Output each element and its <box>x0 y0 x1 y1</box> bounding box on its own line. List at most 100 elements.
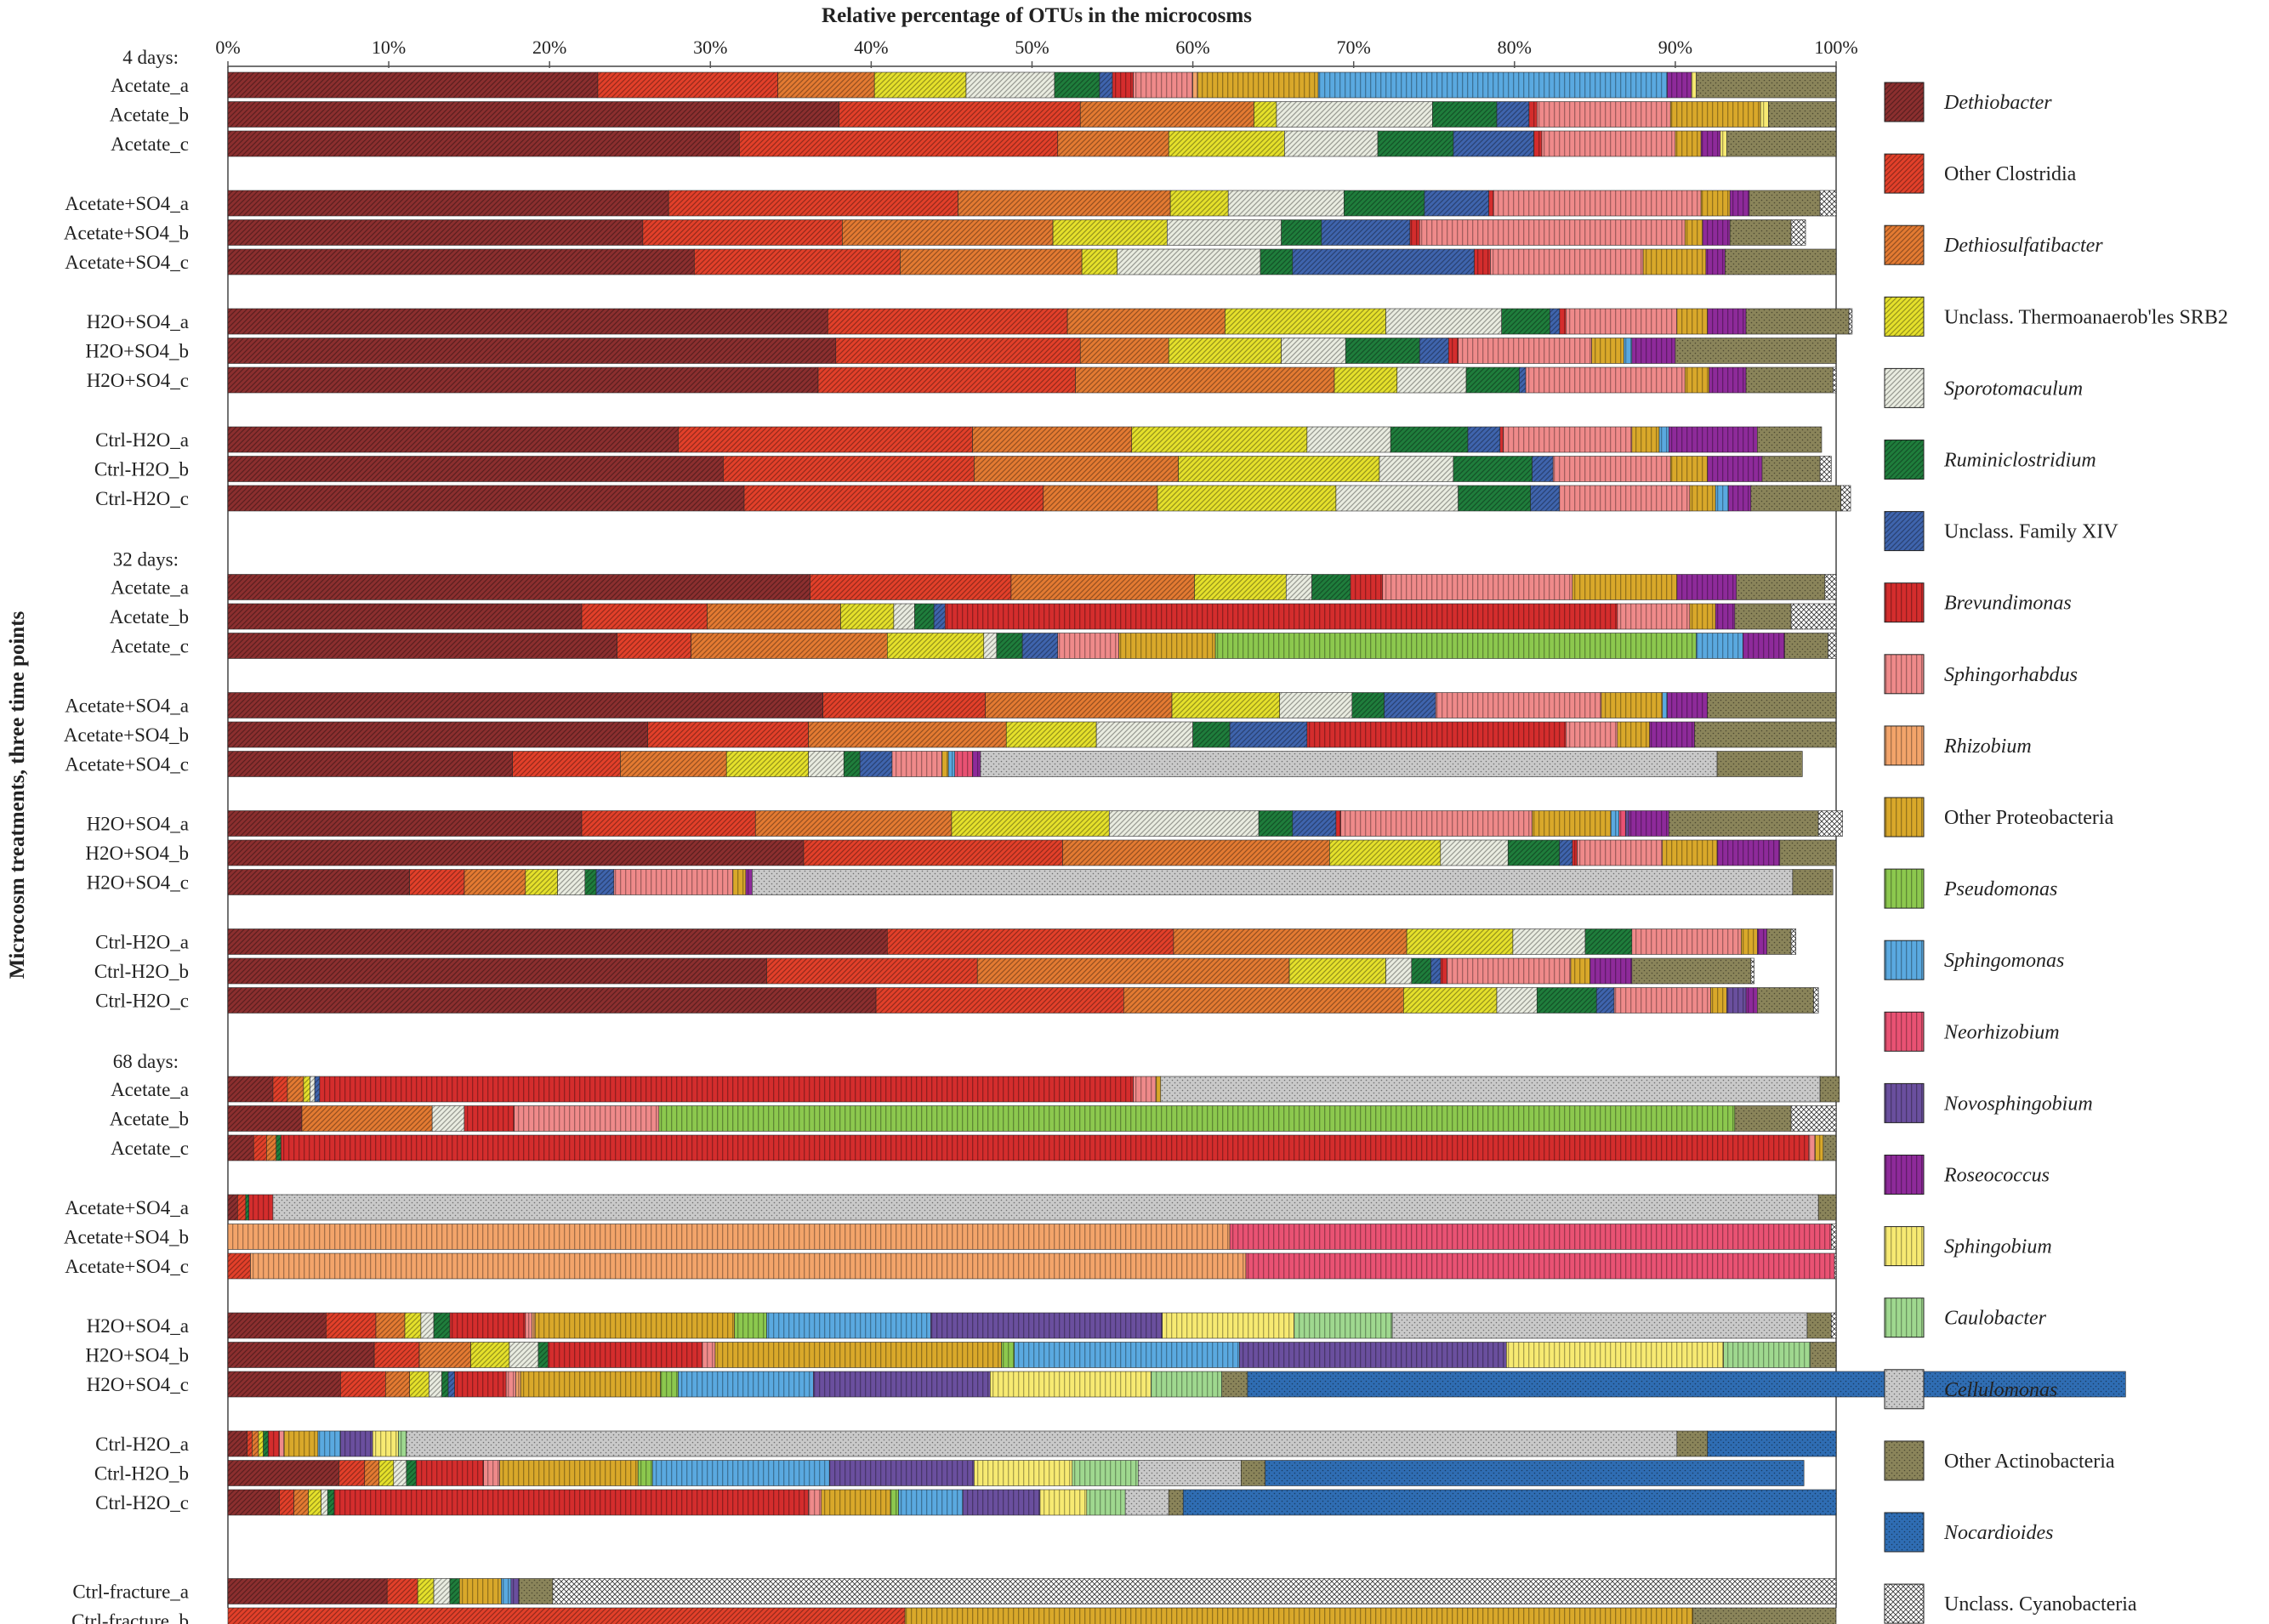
legend-swatch-caulobacter <box>1884 1297 1925 1338</box>
bar-segment-unclass-family-xiv <box>1229 721 1308 748</box>
bar-segment-dethiobacter <box>227 130 740 157</box>
bar-segment-cellulomonas <box>1160 1076 1821 1103</box>
sample-label: Acetate_b <box>110 105 189 126</box>
bar-segment-unclass-family-xiv <box>1321 219 1411 246</box>
bar-segment-other-actinobacteria <box>1766 928 1792 955</box>
bar-segment-unclass-cyanobacteria <box>1834 1252 1837 1280</box>
bar-segment-sporotomaculum <box>431 1105 465 1132</box>
bar-segment-sporotomaculum <box>1512 928 1586 955</box>
bar-segment-roseococcus <box>1628 810 1669 837</box>
sample-label: Acetate+SO4_c <box>65 754 189 775</box>
bar-segment-other-clostridia <box>678 426 973 453</box>
bar-segment-other-actinobacteria <box>1736 574 1826 600</box>
sample-label: Ctrl-H2O_c <box>95 488 189 509</box>
bar-segment-sporotomaculum <box>1396 366 1467 394</box>
bar-segment-sphingorhabdus <box>808 1489 822 1516</box>
bar-segment-roseococcus <box>1702 219 1731 246</box>
bar-segment-dethiobacter <box>227 1578 388 1604</box>
sample-label: H2O+SO4_a <box>87 814 189 835</box>
bar-segment-sphingorhabdus <box>1503 426 1633 453</box>
bar-segment-unclass-thermoanaerob-les-srb2 <box>1406 928 1514 955</box>
legend-label-ruminiclostridium: Ruminiclostridium <box>1943 450 2096 472</box>
bar-segment-ruminiclostridium <box>1054 71 1100 99</box>
bar-segment-neorhizobium <box>1229 1224 1832 1250</box>
bar-segment-brevundimonas <box>1488 190 1494 217</box>
bar-segment-sphingomonas <box>651 1460 830 1486</box>
legend: Dethiobacter Other Clostridia Dethiosulfat… <box>1884 82 2228 1624</box>
bar-segment-other-clostridia <box>723 456 975 482</box>
bar-segment-other-actinobacteria <box>1707 692 1837 718</box>
bar-segment-roseococcus <box>1729 190 1750 217</box>
bar-segment-sphingorhabdus <box>1566 721 1618 748</box>
bar-segment-sphingomonas <box>501 1578 512 1604</box>
bar-segment-dethiobacter <box>227 928 888 955</box>
bar-segment-dethiosulfatibacter <box>1173 928 1407 955</box>
legend-swatch-sphingorhabdus <box>1884 654 1925 695</box>
bar-segment-other-clostridia <box>247 1430 253 1457</box>
bar-segment-sphingorhabdus <box>514 1105 660 1132</box>
bar-segment-dethiobacter <box>227 721 648 748</box>
bar-segment-dethiosulfatibacter <box>463 869 526 895</box>
bar-segment-dethiosulfatibacter <box>900 248 1083 275</box>
bar-segment-other-clostridia <box>647 721 809 748</box>
bar-segment-other-clostridia <box>827 308 1068 335</box>
bar-segment-ruminiclostridium <box>1260 248 1294 275</box>
bar-segment-unclass-thermoanaerob-les-srb2 <box>1288 957 1386 985</box>
legend-label-novosphingobium: Novosphingobium <box>1943 1093 2093 1115</box>
bar-segment-sphingorhabdus <box>525 1312 532 1339</box>
bar-segment-sphingorhabdus <box>1490 248 1644 275</box>
bar-segment-unclass-thermoanaerob-les-srb2 <box>1334 366 1398 394</box>
row-labels: 4 days: Acetate_a Acetate_b Acetate_c Acetat… <box>64 47 189 1624</box>
bar-segment-sphingomonas <box>1696 633 1743 659</box>
x-tick-label: 10% <box>372 37 406 58</box>
bar-segment-caulobacter <box>1151 1371 1222 1398</box>
bar-segment-unclass-family-xiv <box>1099 71 1113 99</box>
bar-segment-cellulomonas <box>406 1430 1678 1457</box>
legend-label-other-clostridia: Other Clostridia <box>1944 163 2077 185</box>
bar-segment-other-actinobacteria <box>1716 751 1803 777</box>
x-axis-ticks: 0% 10% 20% 30% 40% 50% 60% 70% 80% 90% 100% <box>215 37 1858 68</box>
bar-segment-dethiobacter <box>227 1076 274 1103</box>
bar-segment-sphingorhabdus <box>1525 366 1686 394</box>
bar-segment-unclass-cyanobacteria <box>1828 633 1837 659</box>
bar-segment-sporotomaculum <box>1227 190 1345 217</box>
bar-segment-unclass-thermoanaerob-les-srb2 <box>1168 130 1285 157</box>
bar-segment-roseococcus <box>1745 987 1758 1014</box>
legend-swatch-neorhizobium <box>1884 1011 1925 1052</box>
bar-segment-ruminiclostridium <box>1458 485 1532 512</box>
bar-segment-other-clostridia <box>839 101 1081 128</box>
bar-segment-other-actinobacteria <box>1676 1430 1709 1457</box>
bar-segment-unclass-cyanobacteria <box>1819 456 1832 482</box>
bar-segment-other-clostridia <box>739 130 1059 157</box>
bar-segment-unclass-thermoanaerob-les-srb2 <box>1225 308 1386 335</box>
bar-segment-sporotomaculum <box>429 1371 442 1398</box>
bar-segment-cellulomonas <box>752 869 1794 895</box>
bar-segment-novosphingobium <box>340 1430 373 1457</box>
bar-segment-other-proteobacteria <box>732 869 747 895</box>
bar-segment-other-actinobacteria <box>1726 130 1837 157</box>
x-tick-label: 20% <box>532 37 566 58</box>
bar-segment-sphingorhabdus <box>1559 485 1691 512</box>
bar-segment-other-proteobacteria <box>1815 1134 1824 1161</box>
bar-segment-roseococcus <box>1700 130 1721 157</box>
bar-segment-dethiosulfatibacter <box>691 633 888 659</box>
bar-segment-unclass-family-xiv <box>1496 101 1530 128</box>
bar-segment-dethiosulfatibacter <box>1075 366 1335 394</box>
bar-segment-novosphingobium <box>1239 1342 1507 1368</box>
bar-segment-ruminiclostridium <box>1281 219 1322 246</box>
bar-segment-roseococcus <box>1709 366 1747 394</box>
bar-segment-sphingorhabdus <box>1419 219 1686 246</box>
legend-swatch-unclass-thermoanaerob-les-srb2 <box>1884 296 1925 337</box>
bar-segment-unclass-thermoanaerob-les-srb2 <box>1052 219 1168 246</box>
bar-segment-other-actinobacteria <box>1631 957 1752 985</box>
bar-segment-other-proteobacteria <box>1662 839 1718 866</box>
bar-segment-sphingomonas <box>1317 71 1668 99</box>
bar-segment-sphingobium <box>1162 1312 1295 1339</box>
bar-segment-sporotomaculum <box>420 1312 435 1339</box>
bar-segment-other-actinobacteria <box>1168 1489 1184 1516</box>
bar-segment-other-clostridia <box>617 633 691 659</box>
bar-segment-roseococcus <box>1631 338 1676 364</box>
bar-segment-roseococcus <box>1705 248 1726 275</box>
legend-swatch-ruminiclostridium <box>1884 440 1925 480</box>
bar-segment-sphingorhabdus <box>1577 839 1663 866</box>
